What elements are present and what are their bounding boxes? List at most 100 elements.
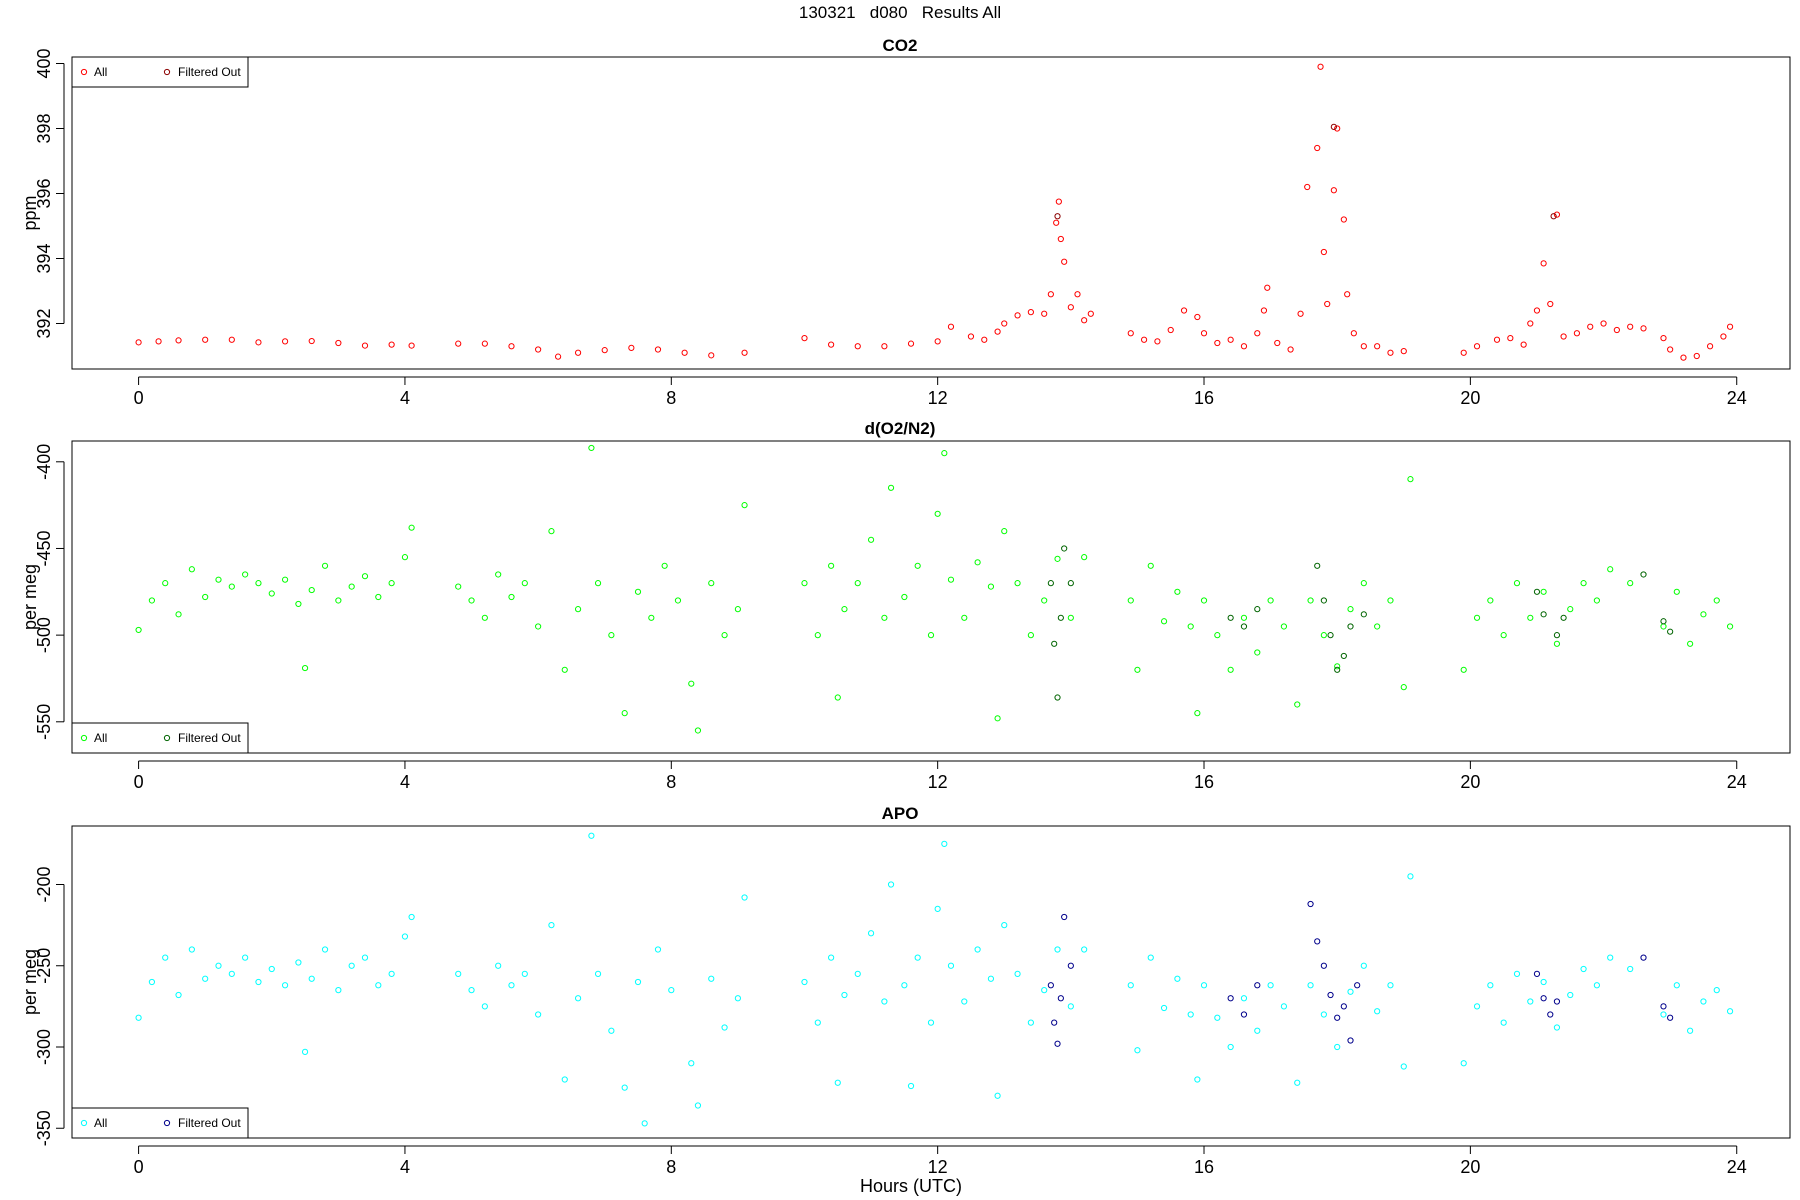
data-point-filtered-out (1057, 995, 1064, 1002)
data-point-all (1134, 666, 1141, 673)
data-point-all (1387, 597, 1394, 604)
data-point-all (348, 962, 355, 969)
data-point-all (734, 995, 741, 1002)
data-point-all (348, 583, 355, 590)
legend-filtered-label: Filtered Out (178, 731, 241, 745)
data-point-all (934, 338, 941, 345)
panel-o2n2: d(O2/N2) per meg 0 4 8 12 16 20 24 -400 -450 -50… (20, 419, 1791, 792)
data-point-all (1726, 623, 1734, 630)
data-point-filtered-out (1540, 995, 1547, 1002)
data-point-all (694, 1102, 702, 1109)
data-point-all (1307, 597, 1314, 604)
data-point-all (1027, 632, 1034, 639)
data-point-all (1706, 343, 1714, 350)
data-point-all (1254, 649, 1261, 656)
data-point-all (1527, 320, 1534, 327)
data-point-all (854, 970, 861, 977)
data-point-filtered-out (1054, 694, 1061, 701)
data-point-all (1460, 349, 1467, 356)
data-point-all (162, 954, 169, 961)
data-point-all (641, 1120, 648, 1127)
data-point-all (1627, 965, 1634, 973)
data-point-all (1254, 330, 1261, 337)
data-point-all (1513, 580, 1521, 587)
data-point-all (175, 991, 182, 999)
data-point-all (1227, 666, 1234, 673)
x-tick-label: 0 (134, 1157, 144, 1177)
data-point-all (202, 336, 209, 343)
data-point-all (741, 502, 748, 509)
x-tick-label: 12 (928, 388, 948, 408)
data-point-filtered-out (1533, 970, 1541, 977)
data-point-all (521, 970, 528, 977)
data-point-all (941, 840, 948, 847)
data-point-all (1587, 323, 1594, 330)
panel-co2-y-axis: 392 394 396 398 400 (34, 48, 65, 339)
data-point-all (1487, 982, 1494, 989)
x-tick-label: 12 (928, 1157, 948, 1177)
data-point-all (668, 987, 675, 994)
data-point-all (708, 580, 715, 587)
data-point-all (841, 606, 848, 613)
data-point-all (535, 346, 542, 353)
data-point-all (388, 970, 395, 977)
data-point-all (1187, 1011, 1194, 1018)
data-point-all (548, 528, 555, 535)
data-point-all (961, 614, 968, 621)
data-point-all (1074, 291, 1081, 298)
data-point-all (621, 710, 628, 717)
data-point-all (1553, 640, 1561, 647)
data-point-all (1067, 614, 1074, 621)
data-point-all (574, 349, 582, 356)
y-tick-label: -200 (34, 866, 54, 902)
data-point-all (1726, 1008, 1734, 1015)
data-point-all (188, 946, 195, 953)
x-tick-label: 16 (1194, 388, 1214, 408)
data-point-all (242, 954, 249, 961)
panel-co2-title: CO2 (883, 36, 918, 55)
data-point-all (1214, 1014, 1221, 1021)
data-point-all (1320, 1011, 1327, 1018)
data-point-all (907, 1082, 915, 1090)
data-point-all (1001, 922, 1008, 929)
data-point-all (1127, 982, 1134, 989)
data-point-all (1400, 684, 1407, 691)
data-point-all (1147, 562, 1154, 569)
data-point-all (1400, 1063, 1407, 1070)
data-point-all (1374, 623, 1381, 630)
data-point-all (255, 978, 262, 986)
x-tick-label: 24 (1727, 1157, 1747, 1177)
data-point-all (1460, 1060, 1467, 1067)
data-point-all (741, 894, 748, 901)
data-point-all (535, 623, 542, 630)
data-point-all (854, 343, 861, 350)
y-tick-label: 396 (34, 178, 54, 208)
panel-co2: CO2 ppm 0 4 8 12 16 20 24 392 394 396 398 400 All … (20, 36, 1791, 408)
data-point-all (1687, 1027, 1694, 1034)
legend-all-marker (80, 1119, 88, 1127)
data-point-all (1194, 1076, 1201, 1083)
data-point-all (1593, 597, 1600, 604)
data-point-all (1081, 946, 1088, 953)
data-point-all (228, 970, 235, 977)
data-point-all (1687, 640, 1694, 647)
data-point-all (634, 588, 642, 595)
panel-o2n2-data (135, 444, 1734, 734)
data-point-all (321, 562, 329, 569)
legend-box (71, 1107, 249, 1139)
data-point-all (1061, 258, 1068, 265)
data-point-all (867, 930, 875, 937)
data-point-all (1324, 300, 1331, 308)
data-point-all (688, 680, 695, 687)
data-point-all (1567, 991, 1574, 999)
panel-apo-data (135, 832, 1734, 1127)
data-point-all (1187, 623, 1194, 630)
data-point-all (1407, 873, 1414, 880)
data-point-all (228, 583, 235, 590)
legend-filtered-label: Filtered Out (178, 65, 241, 79)
data-point-all (1347, 988, 1354, 995)
data-point-all (947, 323, 955, 330)
data-point-all (601, 347, 608, 354)
data-point-all (1400, 348, 1407, 355)
